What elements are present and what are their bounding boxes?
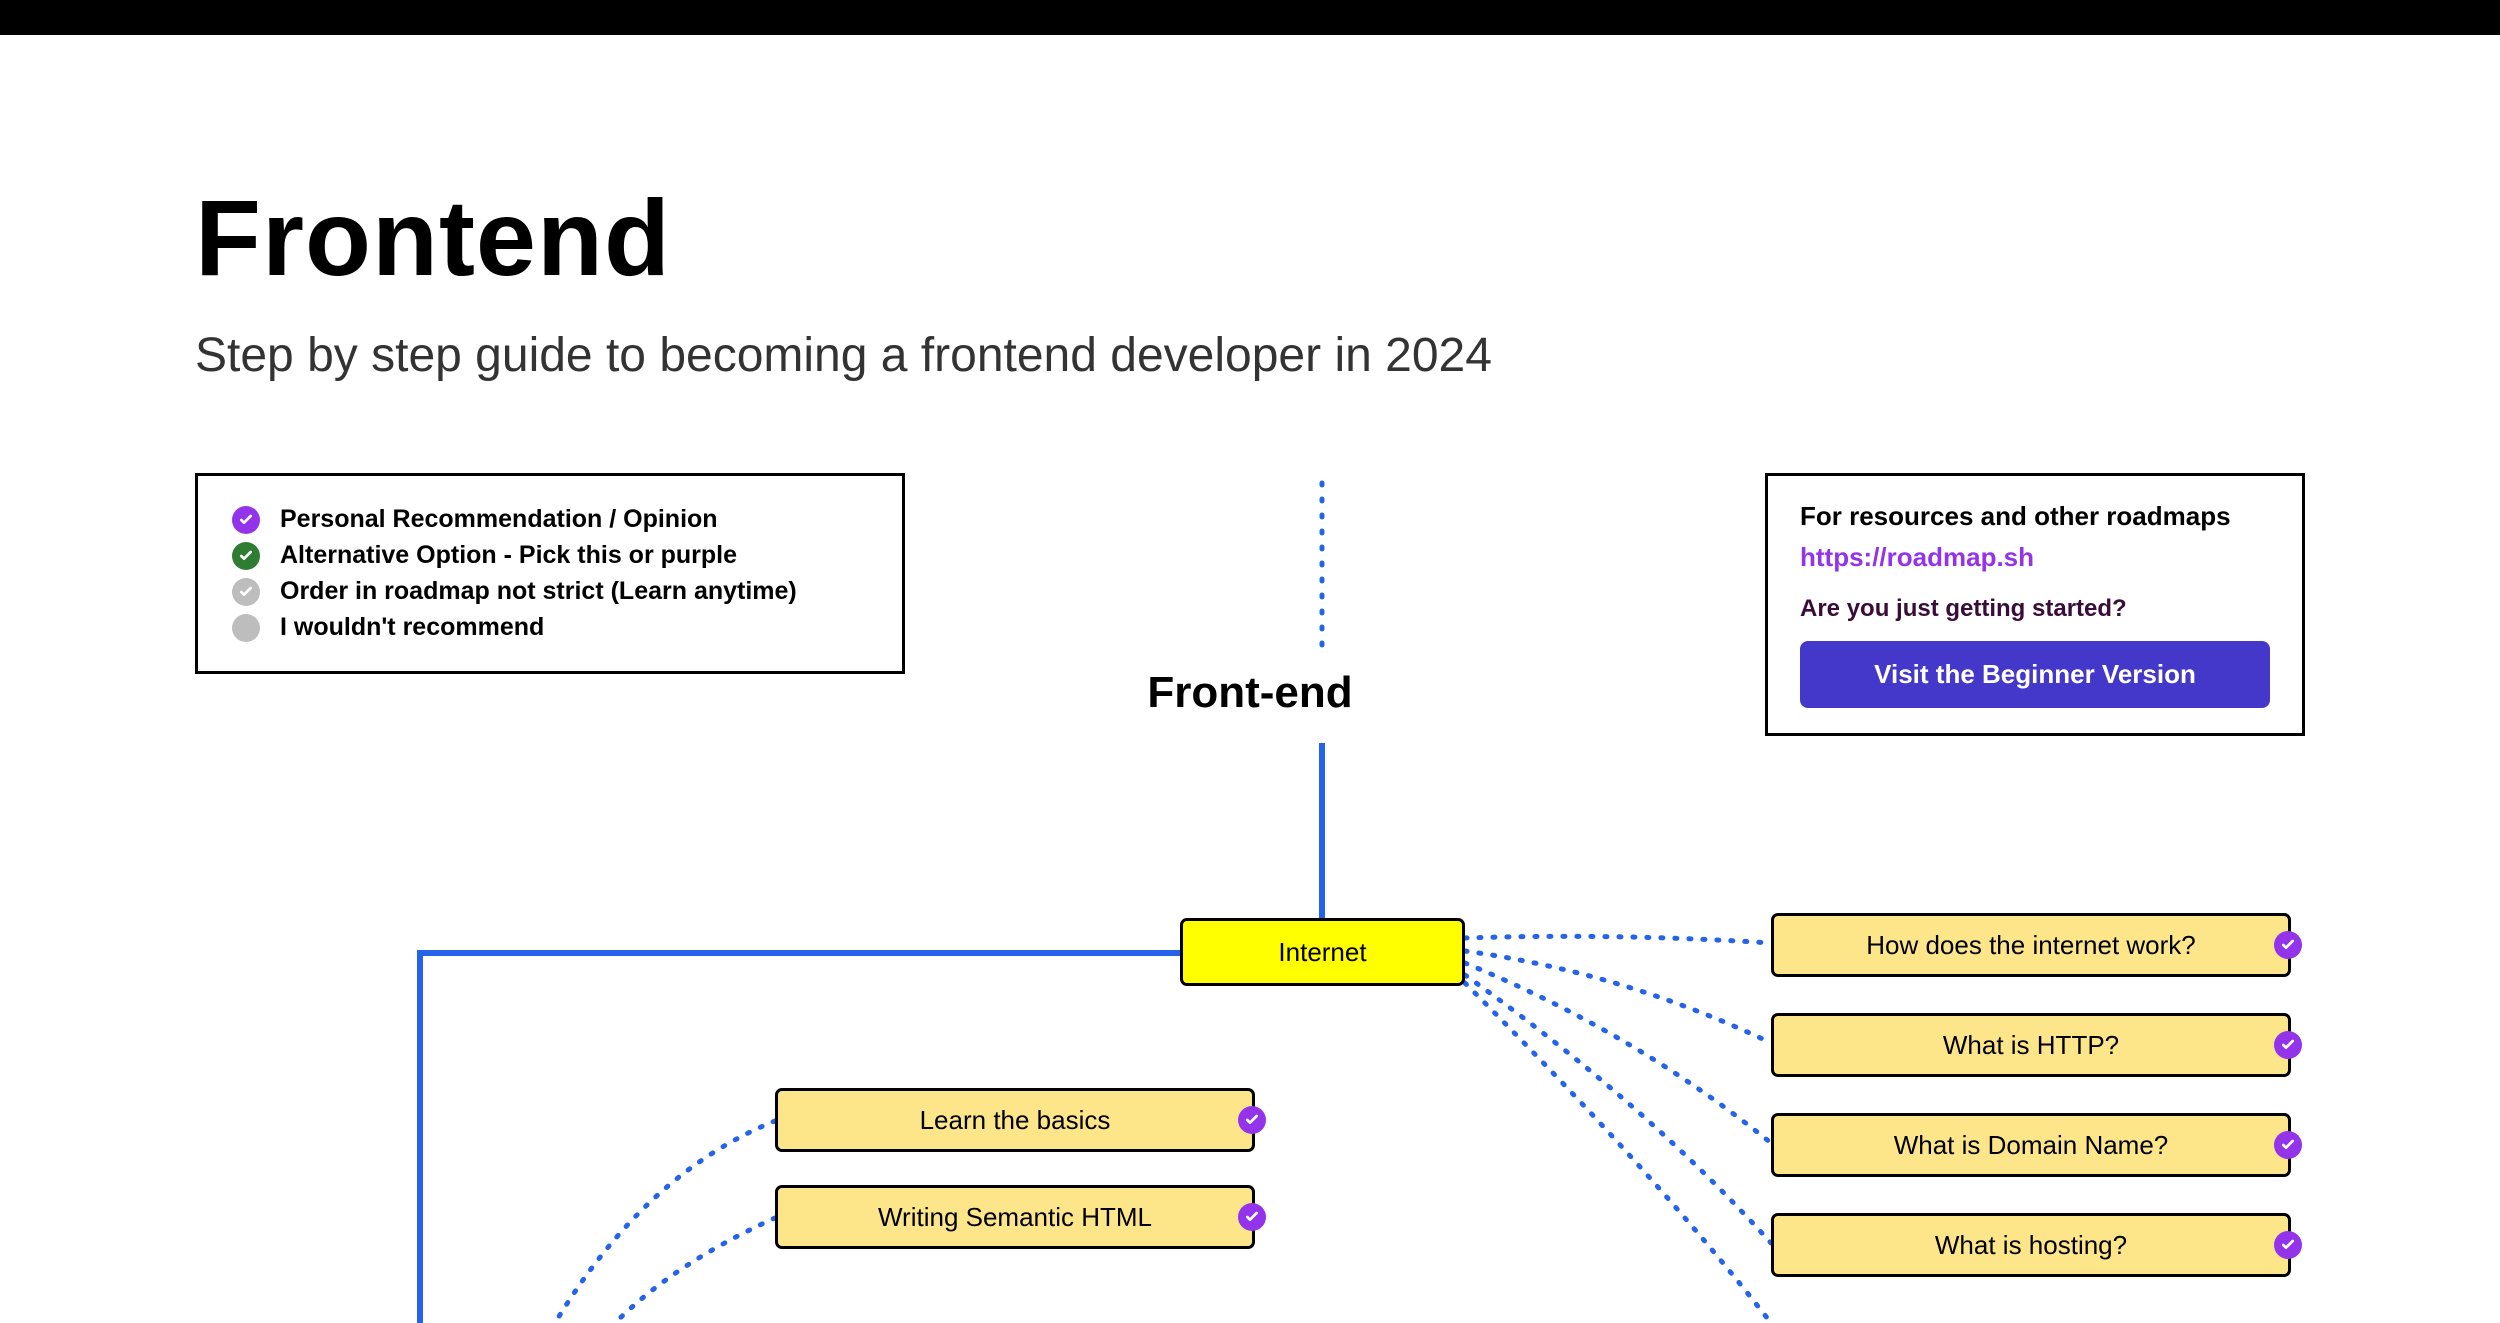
node-semantic-html[interactable]: Writing Semantic HTML	[775, 1185, 1255, 1249]
legend-label: Alternative Option - Pick this or purple	[280, 541, 737, 570]
check-icon	[2274, 1231, 2302, 1259]
legend-item: Alternative Option - Pick this or purple	[232, 541, 868, 570]
legend-item: Order in roadmap not strict (Learn anyti…	[232, 577, 868, 606]
legend-item: Personal Recommendation / Opinion	[232, 505, 868, 534]
node-label: Internet	[1278, 937, 1366, 968]
node-learn-basics[interactable]: Learn the basics	[775, 1088, 1255, 1152]
check-icon	[1238, 1203, 1266, 1231]
node-label: Learn the basics	[920, 1105, 1111, 1136]
root-node-label: Front-end	[1147, 668, 1352, 718]
node-label: What is hosting?	[1935, 1230, 2127, 1261]
resources-box: For resources and other roadmaps https:/…	[1765, 473, 2305, 736]
page: Frontend Step by step guide to becoming …	[0, 35, 2500, 1323]
page-subtitle: Step by step guide to becoming a fronten…	[195, 328, 2305, 383]
node-label: How does the internet work?	[1866, 930, 2196, 961]
check-icon	[1238, 1106, 1266, 1134]
resources-link[interactable]: https://roadmap.sh	[1800, 542, 2270, 573]
top-black-bar	[0, 0, 2500, 35]
resources-heading: For resources and other roadmaps	[1800, 501, 2270, 532]
plain-dot-icon	[232, 614, 260, 642]
node-how-internet-works[interactable]: How does the internet work?	[1771, 913, 2291, 977]
legend-label: I wouldn't recommend	[280, 613, 544, 642]
node-label: Writing Semantic HTML	[878, 1202, 1152, 1233]
check-icon	[2274, 931, 2302, 959]
check-icon	[2274, 1031, 2302, 1059]
check-icon	[232, 542, 260, 570]
node-http[interactable]: What is HTTP?	[1771, 1013, 2291, 1077]
check-icon	[232, 506, 260, 534]
legend-box: Personal Recommendation / Opinion Altern…	[195, 473, 905, 674]
legend-item: I wouldn't recommend	[232, 613, 868, 642]
legend-label: Personal Recommendation / Opinion	[280, 505, 718, 534]
roadmap-canvas: Personal Recommendation / Opinion Altern…	[195, 473, 2305, 1323]
check-icon	[232, 578, 260, 606]
resources-question: Are you just getting started?	[1800, 595, 2270, 623]
check-icon	[2274, 1131, 2302, 1159]
node-internet[interactable]: Internet	[1180, 918, 1465, 986]
node-label: What is Domain Name?	[1894, 1130, 2169, 1161]
node-domain-name[interactable]: What is Domain Name?	[1771, 1113, 2291, 1177]
beginner-version-button[interactable]: Visit the Beginner Version	[1800, 641, 2270, 708]
node-hosting[interactable]: What is hosting?	[1771, 1213, 2291, 1277]
page-title: Frontend	[195, 175, 2305, 300]
legend-label: Order in roadmap not strict (Learn anyti…	[280, 577, 797, 606]
node-label: What is HTTP?	[1943, 1030, 2119, 1061]
